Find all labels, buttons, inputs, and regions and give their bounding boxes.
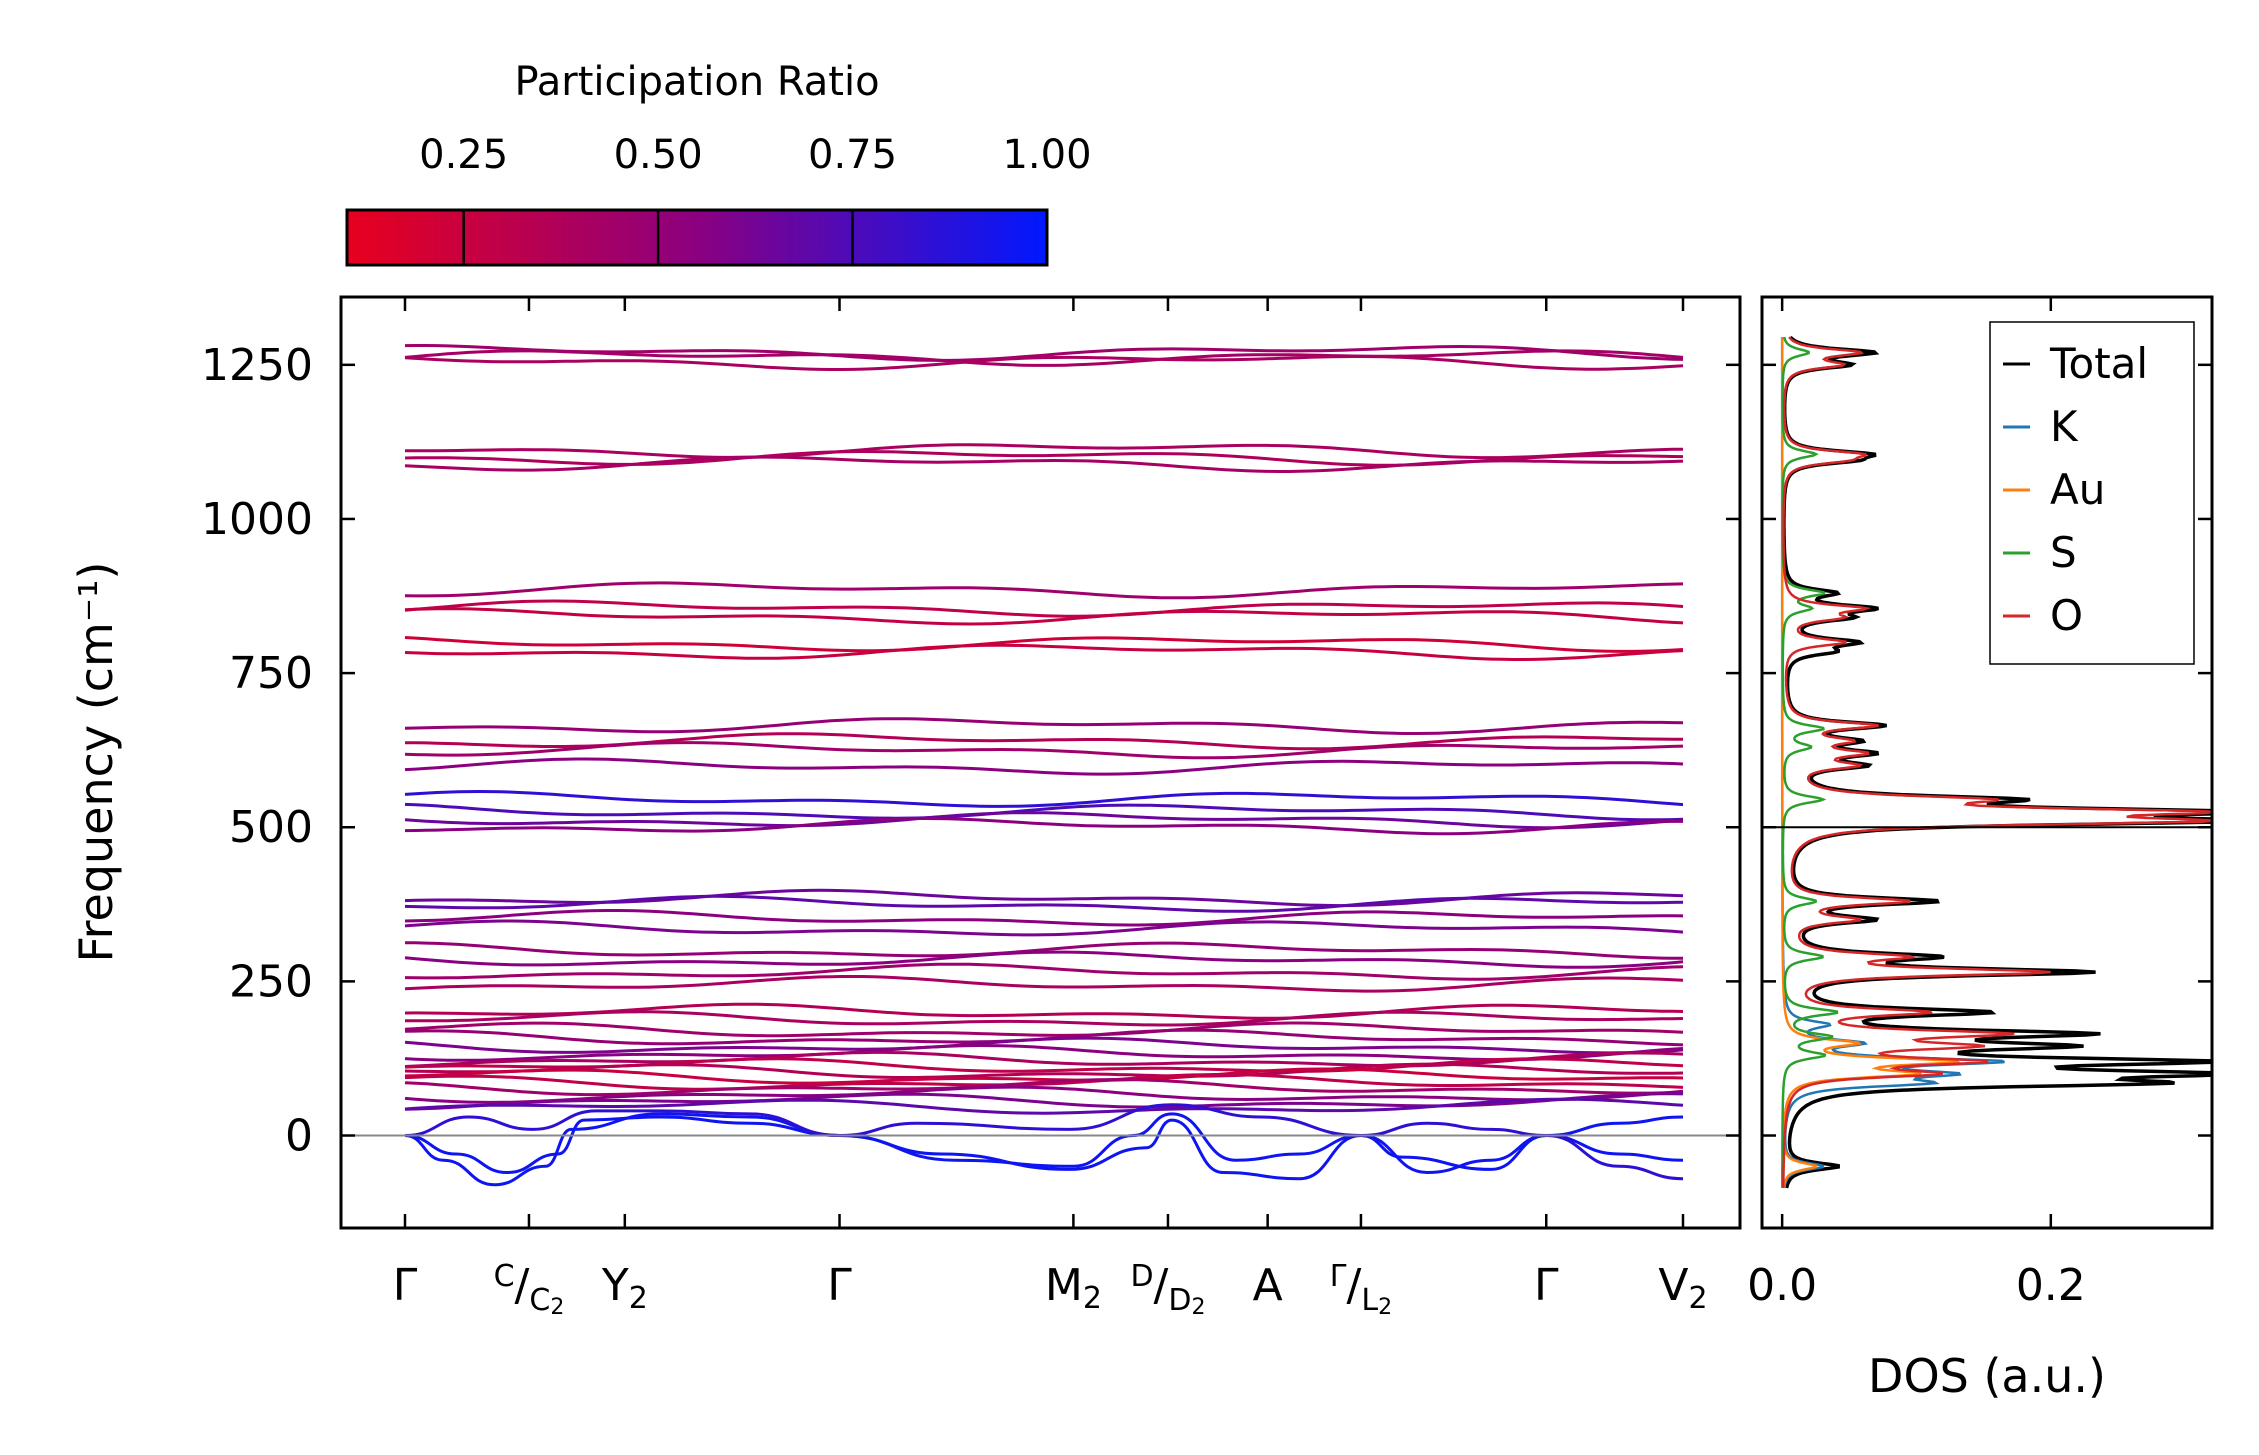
dos-x-tick-label: 0.2: [2016, 1260, 2086, 1311]
optical-band: [404, 1010, 1684, 1027]
optical-band: [404, 636, 1684, 653]
k-label-split: D/D2: [1130, 1259, 1205, 1320]
dos-curves: [1780, 335, 2212, 1189]
optical-band: [404, 344, 1684, 362]
k-label: M2: [1045, 1260, 1102, 1316]
optical-band: [404, 1097, 1684, 1115]
optical-band: [404, 1077, 1684, 1097]
band-structure-panel: 0 250 500 750 1000 1250 Γ C/C2 Y2 Γ M2 D/D2 A Γ/L2 Γ V…: [69, 295, 1742, 1320]
optical-band: [404, 1043, 1684, 1062]
optical-band: [404, 455, 1684, 473]
dos-curve-au: [1780, 337, 1962, 1189]
colorbar-ticks: 0.25 0.50 0.75 1.00: [419, 132, 1092, 265]
band-frame: [339, 295, 1742, 1230]
optical-band: [404, 962, 1684, 981]
legend-label: Total: [2049, 339, 2148, 388]
optical-band: [404, 607, 1684, 626]
colorbar-title: Participation Ratio: [514, 59, 879, 105]
y-tick-label: 0: [285, 1111, 313, 1162]
y-tick-label: 750: [229, 648, 313, 699]
dos-x-tick-label: 0.0: [1747, 1260, 1817, 1311]
optical-band: [405, 941, 1683, 960]
acoustic-band: [404, 1112, 1684, 1175]
optical-band: [404, 1021, 1684, 1038]
legend-box: [1989, 321, 2195, 665]
optical-band: [404, 909, 1684, 927]
dos-curve-o: [1782, 336, 2212, 1188]
optical-band: [404, 757, 1684, 776]
k-label-split: C/C2: [494, 1259, 565, 1320]
legend-label: K: [2050, 402, 2079, 451]
dos-legend: Total K Au SO: [1989, 321, 2195, 665]
optical-band: [404, 741, 1684, 760]
optical-band: [404, 975, 1684, 993]
acoustic-band: [404, 1103, 1684, 1181]
legend-label: Au: [2050, 465, 2105, 514]
optical-band: [404, 1073, 1684, 1091]
k-label: Γ: [827, 1260, 852, 1311]
y-tick-label: 1000: [201, 494, 313, 545]
dos-axis-label: DOS (a.u.): [1868, 1349, 2106, 1403]
dos-panel: 0.0 0.2 DOS (a.u.) Total K Au SO: [1747, 295, 2214, 1403]
y-tick-label: 500: [229, 802, 313, 853]
dos-ticks: 0.0 0.2: [1747, 297, 2212, 1311]
optical-band: [404, 1036, 1684, 1055]
optical-band: [404, 355, 1684, 371]
optical-band: [404, 811, 1684, 830]
k-label: A: [1253, 1260, 1283, 1311]
k-label: Y2: [601, 1260, 648, 1316]
optical-band: [404, 789, 1684, 808]
dos-curve-s: [1781, 336, 1839, 1188]
optical-band: [404, 802, 1684, 822]
optical-band: [404, 349, 1684, 367]
colorbar-tick-label: 0.50: [614, 132, 703, 178]
optical-band: [404, 1092, 1684, 1111]
colorbar-tick-label: 0.75: [808, 132, 897, 178]
kpoint-ticks: Γ C/C2 Y2 Γ M2 D/D2 A Γ/L2 Γ V2: [393, 297, 1708, 1320]
y-tick-label: 1250: [201, 340, 313, 391]
optical-band: [404, 1085, 1684, 1104]
k-label: V2: [1658, 1260, 1707, 1316]
colorbar: Participation Ratio 0.25 0.50 0.75 1.00: [345, 59, 1092, 267]
band-y-ticks: 0 250 500 750 1000 1250: [201, 340, 1740, 1162]
optical-band: [404, 817, 1683, 836]
colorbar-tick-label: 0.25: [419, 132, 508, 178]
y-tick-label: 250: [229, 956, 313, 1007]
optical-band: [404, 1067, 1684, 1085]
optical-band: [405, 443, 1684, 460]
optical-band: [404, 919, 1684, 937]
k-label-split: Γ/L2: [1330, 1259, 1392, 1320]
optical-band: [404, 1062, 1684, 1079]
legend-label: O: [2050, 591, 2083, 640]
dos-frame: [1760, 295, 2214, 1230]
optical-band: [404, 894, 1684, 913]
frequency-axis-label: Frequency (cm⁻¹): [69, 562, 123, 963]
band-lines: [404, 344, 1684, 1187]
k-label: Γ: [1534, 1260, 1559, 1311]
k-label: Γ: [393, 1260, 418, 1311]
optical-band: [404, 581, 1684, 600]
optical-band: [404, 950, 1684, 969]
legend-entries: Total K Au SO: [2003, 339, 2148, 640]
optical-band: [404, 717, 1684, 735]
acoustic-band: [404, 1112, 1684, 1187]
legend-label: S: [2050, 528, 2077, 577]
colorbar-tick-label: 1.00: [1002, 132, 1091, 178]
optical-band: [404, 643, 1684, 661]
colorbar-gradient: [345, 208, 1049, 267]
optical-band: [404, 599, 1684, 618]
